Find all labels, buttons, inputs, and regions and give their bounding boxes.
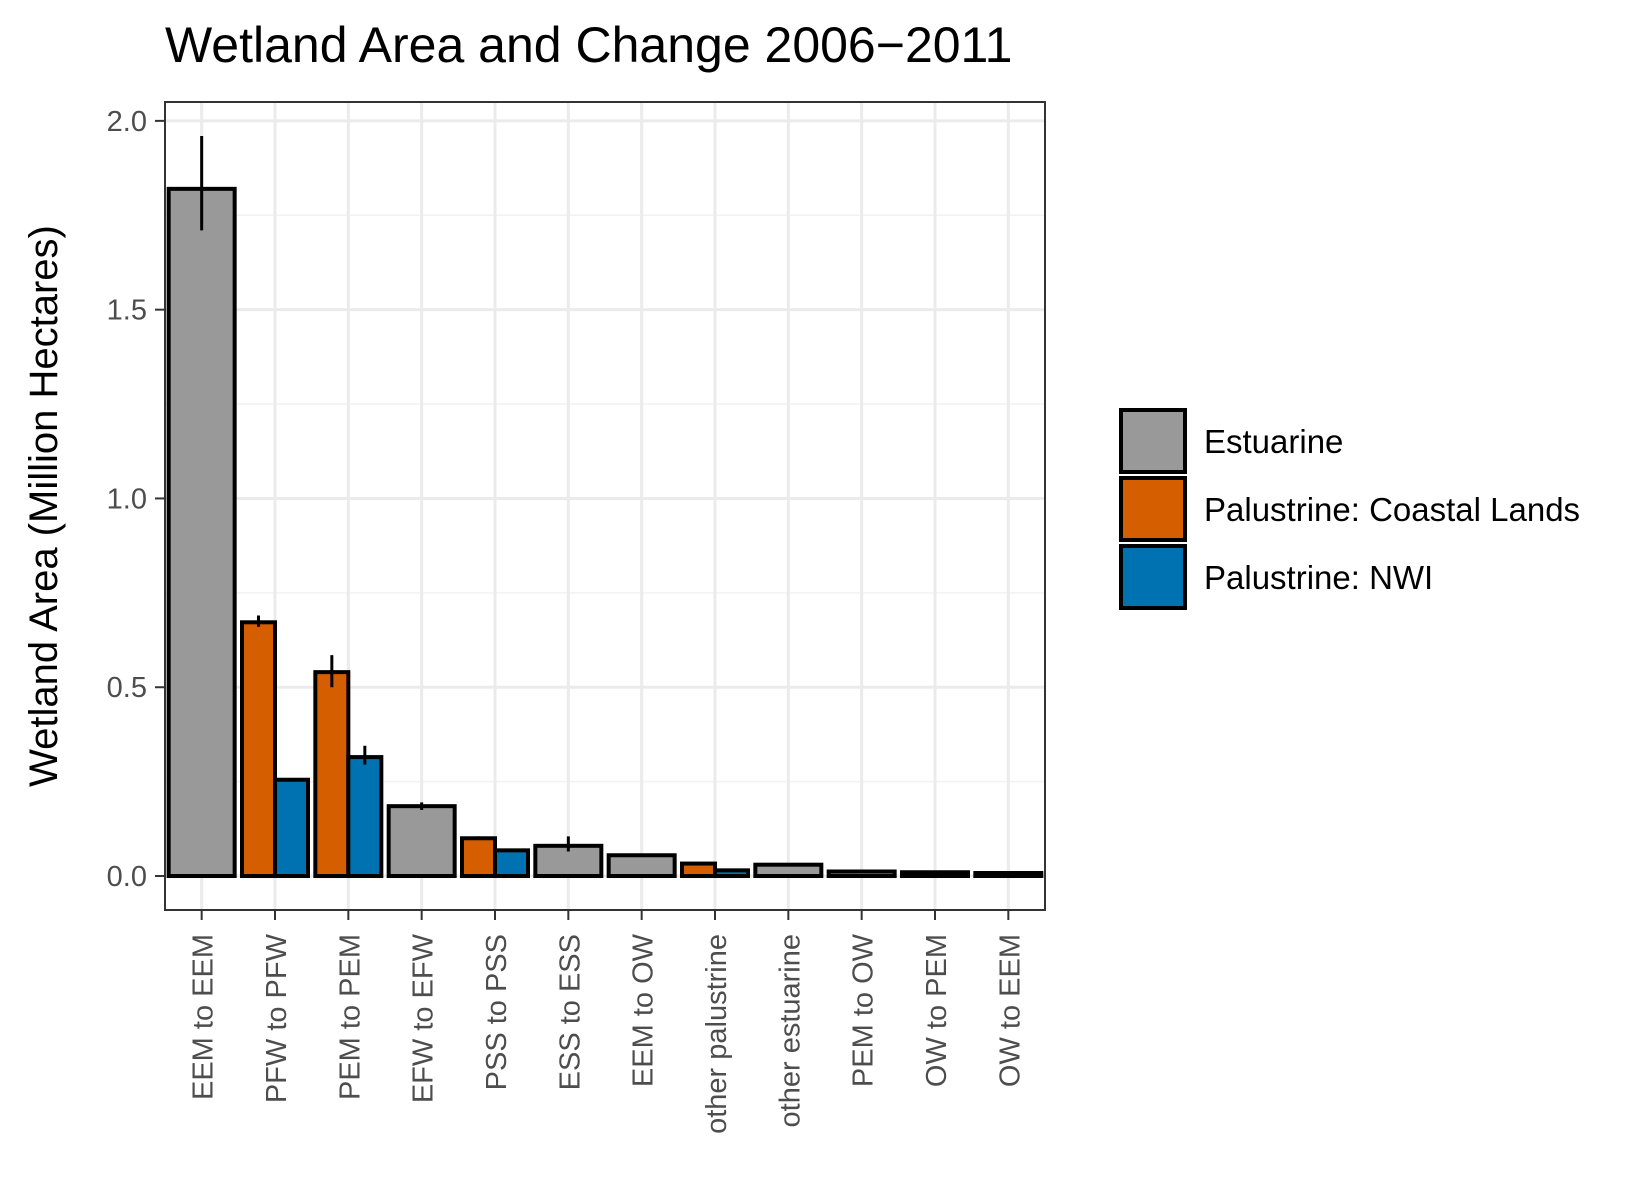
x-tick-label: PFW to PFW [261,933,293,1103]
y-tick-label: 1.0 [107,483,147,515]
bar [386,804,457,879]
error-bars [200,135,570,852]
legend-key [1119,476,1187,542]
bar [973,870,1044,879]
legend-label: Palustrine: NWI [1204,559,1433,596]
x-tick-label: PSS to PSS [481,934,513,1090]
bar [460,836,497,879]
y-tick-label: 2.0 [107,106,147,138]
legend: Estuarine Palustrine: Coastal Lands Palust… [1119,408,1580,610]
y-tick-label: 0.5 [107,672,147,704]
y-axis-title: Wetland Area (Million Hectares) [22,225,66,787]
y-tick-label: 0.0 [107,861,147,893]
legend-label: Estuarine [1204,423,1343,460]
bar [166,186,237,879]
y-axis-ticks: 0.0 0.5 1.0 1.5 2.0 [107,106,165,893]
bar [753,862,824,879]
bar [346,755,384,879]
x-tick-label: other estuarine [774,934,806,1127]
x-tick-label: other palustrine [701,934,733,1134]
bar [900,870,970,879]
bar [273,777,310,879]
x-tick-label: PEM to OW [848,933,880,1087]
legend-key [1119,544,1187,610]
x-tick-label: EFW to EFW [408,933,440,1103]
x-tick-label: OW to PEM [921,934,953,1087]
legend-key [1119,408,1187,474]
bar [313,670,351,879]
bar [680,861,717,879]
bar [713,868,750,879]
legend-label: Palustrine: Coastal Lands [1204,491,1580,528]
x-tick-label: EEM to OW [628,933,660,1087]
plot-border [164,101,1046,911]
chart-title: Wetland Area and Change 2006−2011 [165,17,1012,73]
plot-panel [165,102,1045,910]
bars [166,186,1044,879]
x-tick-label: PEM to PEM [334,934,366,1100]
bar [826,869,897,879]
bar [606,853,677,879]
x-tick-label: EEM to EEM [188,934,220,1100]
bar [493,848,530,879]
y-tick-label: 1.5 [107,295,147,327]
bar [240,620,277,879]
x-tick-label: OW to EEM [994,934,1026,1087]
x-axis-ticks: EEM to EEM PFW to PFW PEM to PEM EFW to EFW… [188,910,1026,1134]
x-tick-label: ESS to ESS [554,934,586,1090]
